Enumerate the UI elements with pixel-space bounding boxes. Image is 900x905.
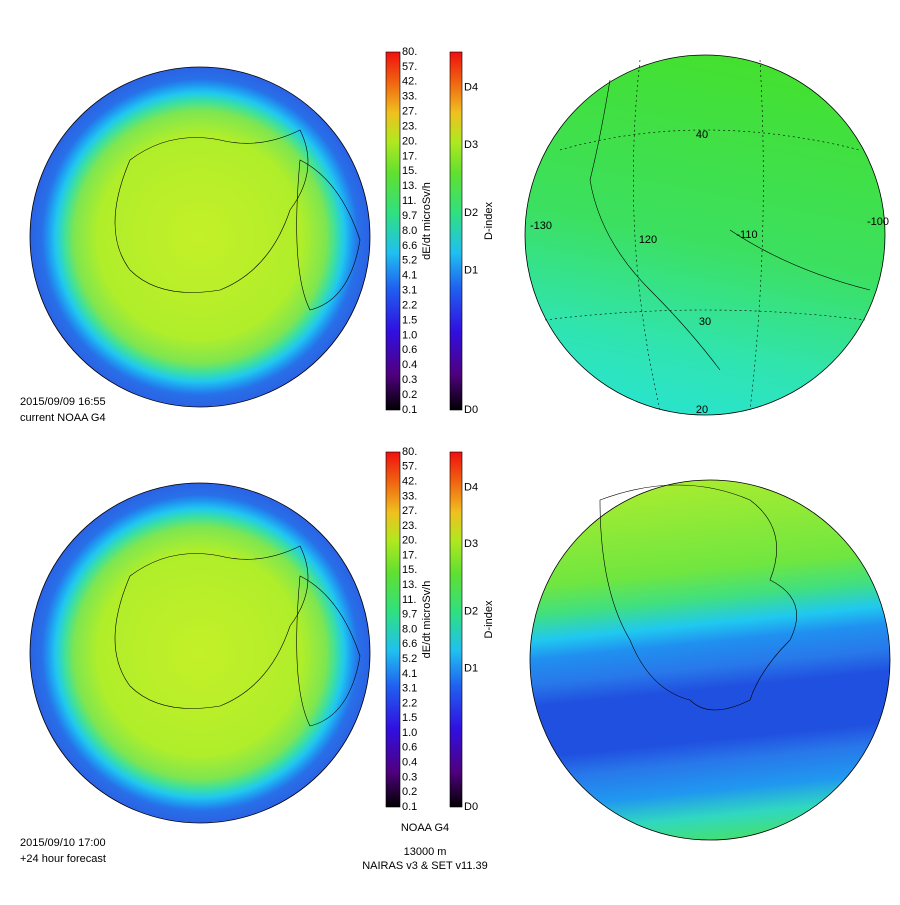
dindex-tick-label: D3 — [464, 538, 478, 550]
dose-colorbar — [385, 451, 401, 808]
dose-tick-label: 1.5 — [402, 712, 417, 724]
dose-tick-label: 13. — [402, 180, 417, 192]
dose-tick-label: 8.0 — [402, 225, 417, 237]
dindex-tick-label: D0 — [464, 801, 478, 813]
dindex-tick-label: D4 — [464, 82, 478, 94]
dose-tick-label: 20. — [402, 135, 417, 147]
caption: current NOAA G4 — [20, 412, 106, 424]
dose-tick-label: 4.1 — [402, 668, 417, 680]
dose-tick-label: 1.0 — [402, 329, 417, 341]
dindex-colorbar — [449, 51, 463, 411]
dose-tick-label: 0.2 — [402, 389, 417, 401]
footer-title: NOAA G4 — [401, 822, 449, 834]
dindex-tick-label: D2 — [464, 606, 478, 618]
dindex-axis-label: D-index — [483, 202, 495, 240]
labels: 2015/09/09 16:55 current NOAA G4 2015/09/1… — [20, 129, 889, 872]
dindex-tick-label: D0 — [464, 404, 478, 416]
dindex-tick-label: D4 — [464, 481, 478, 493]
longitude-label: -100 — [867, 216, 889, 228]
timestamp: 2015/09/09 16:55 — [20, 396, 106, 408]
footer-altitude: 13000 m — [404, 846, 447, 858]
dose-tick-label: 5.2 — [402, 653, 417, 665]
longitude-label: 120 — [639, 234, 657, 246]
dose-tick-label: 15. — [402, 165, 417, 177]
dose-tick-label: 42. — [402, 475, 417, 487]
latitude-label: 40 — [696, 129, 708, 141]
dose-tick-label: 6.6 — [402, 240, 417, 252]
dose-tick-label: 0.6 — [402, 344, 417, 356]
longitude-label: -130 — [530, 220, 552, 232]
dose-tick-label: 0.3 — [402, 374, 417, 386]
dose-tick-label: 23. — [402, 120, 417, 132]
dose-tick-label: 0.2 — [402, 786, 417, 798]
dose-tick-label: 2.2 — [402, 697, 417, 709]
dose-tick-label: 80. — [402, 46, 417, 58]
timestamp: 2015/09/10 17:00 — [20, 837, 106, 849]
latitude-label: 30 — [699, 316, 711, 328]
dose-tick-label: 27. — [402, 106, 417, 118]
dose-tick-label: 3.1 — [402, 285, 417, 297]
globe — [29, 482, 371, 824]
dose-tick-label: 0.4 — [402, 757, 417, 769]
dose-axis-label: dE/dt microSv/h — [421, 182, 433, 260]
caption: +24 hour forecast — [20, 853, 106, 865]
dose-tick-label: 8.0 — [402, 623, 417, 635]
dose-tick-label: 11. — [402, 195, 416, 207]
dindex-axis-label: D-index — [483, 600, 495, 638]
dose-tick-label: 23. — [402, 520, 417, 532]
dose-tick-label: 33. — [402, 490, 417, 502]
dose-tick-label: 15. — [402, 564, 417, 576]
dose-tick-label: 57. — [402, 61, 417, 73]
dose-tick-label: 3.1 — [402, 683, 417, 695]
dose-tick-label: 1.0 — [402, 727, 417, 739]
dindex-tick-label: D1 — [464, 264, 478, 276]
dose-tick-label: 9.7 — [402, 210, 417, 222]
dindex-colorbar — [449, 451, 463, 808]
dose-tick-label: 0.1 — [402, 404, 417, 416]
globe — [29, 66, 371, 408]
coastlines — [114, 59, 871, 727]
dose-tick-label: 0.3 — [402, 771, 417, 783]
dose-tick-label: 57. — [402, 461, 417, 473]
dose-tick-label: 42. — [402, 76, 417, 88]
dose-tick-label: 20. — [402, 535, 417, 547]
dose-tick-label: 0.1 — [402, 801, 417, 813]
dose-colorbar — [385, 51, 401, 411]
dose-tick-label: 17. — [402, 150, 417, 162]
longitude-label: -110 — [736, 229, 757, 241]
globe — [529, 479, 891, 841]
dose-tick-label: 80. — [402, 446, 417, 458]
dose-tick-label: 6.6 — [402, 638, 417, 650]
dindex-tick-label: D3 — [464, 139, 478, 151]
dose-tick-label: 4.1 — [402, 270, 417, 282]
dose-tick-label: 13. — [402, 579, 417, 591]
colorbars: 80. 57. 42. 33. 27. 23. 20. 17. 15. 13. 11. 9.7 8.0 6… — [385, 46, 495, 813]
dindex-tick-label: D2 — [464, 207, 478, 219]
dose-tick-label: 11. — [402, 594, 416, 606]
globes — [29, 54, 891, 841]
latitude-label: 20 — [696, 404, 708, 416]
dose-tick-label: 0.6 — [402, 742, 417, 754]
footer-model: NAIRAS v3 & SET v11.39 — [362, 860, 488, 872]
dose-tick-label: 27. — [402, 505, 417, 517]
dose-tick-label: 1.5 — [402, 314, 417, 326]
dose-tick-label: 17. — [402, 549, 417, 561]
dose-axis-label: dE/dt microSv/h — [421, 581, 433, 659]
dose-tick-label: 5.2 — [402, 255, 417, 267]
dose-tick-label: 9.7 — [402, 609, 417, 621]
dose-tick-label: 0.4 — [402, 359, 417, 371]
dose-tick-label: 2.2 — [402, 299, 417, 311]
globe — [524, 54, 886, 416]
dose-tick-label: 33. — [402, 91, 417, 103]
dindex-tick-label: D1 — [464, 662, 478, 674]
